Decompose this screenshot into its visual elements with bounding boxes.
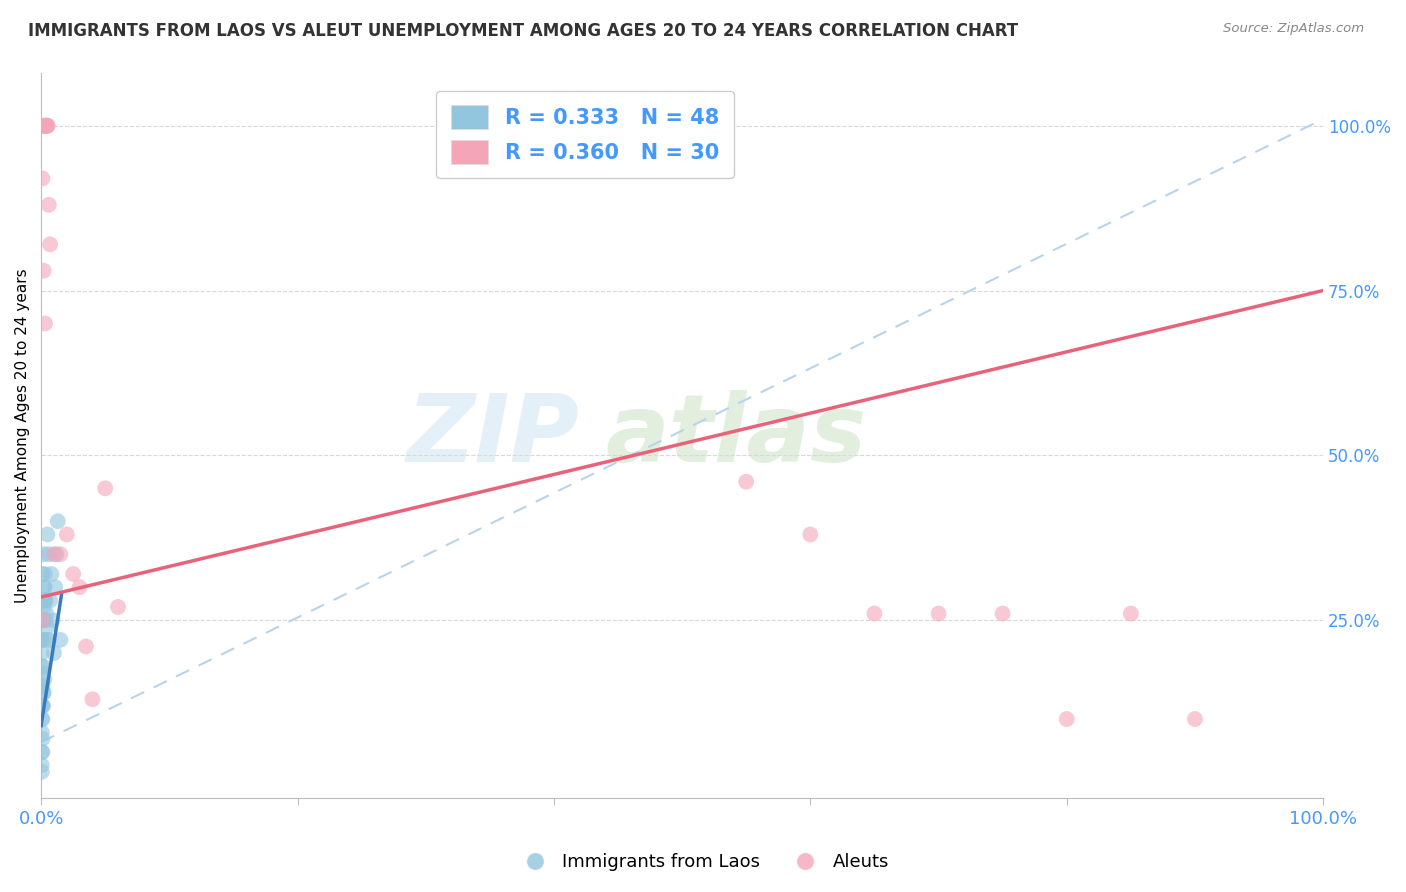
Point xyxy=(32,599,55,614)
Point xyxy=(34,593,56,607)
Point xyxy=(39,237,62,252)
Point xyxy=(32,686,55,700)
Point xyxy=(38,198,60,212)
Point xyxy=(31,712,53,726)
Point xyxy=(45,547,67,561)
Point xyxy=(35,632,58,647)
Point xyxy=(32,659,55,673)
Point xyxy=(31,659,53,673)
Point xyxy=(31,632,53,647)
Point xyxy=(991,607,1014,621)
Point xyxy=(34,566,56,581)
Legend: R = 0.333   N = 48, R = 0.360   N = 30: R = 0.333 N = 48, R = 0.360 N = 30 xyxy=(436,91,734,178)
Point xyxy=(31,745,53,759)
Point xyxy=(1184,712,1206,726)
Point xyxy=(31,758,53,772)
Point xyxy=(39,593,62,607)
Point xyxy=(37,527,59,541)
Point xyxy=(31,566,53,581)
Point xyxy=(31,679,53,693)
Point xyxy=(31,698,53,713)
Point xyxy=(928,607,950,621)
Point xyxy=(799,527,821,541)
Point xyxy=(49,632,72,647)
Point xyxy=(75,640,97,654)
Point xyxy=(44,580,66,594)
Point xyxy=(37,119,59,133)
Point xyxy=(62,566,84,581)
Point xyxy=(31,613,53,627)
Point xyxy=(31,725,53,739)
Point xyxy=(31,698,53,713)
Point xyxy=(37,620,59,634)
Point xyxy=(41,613,63,627)
Point xyxy=(31,613,53,627)
Point xyxy=(55,527,77,541)
Point xyxy=(32,613,55,627)
Point xyxy=(31,679,53,693)
Point xyxy=(735,475,758,489)
Point xyxy=(37,119,59,133)
Point xyxy=(32,264,55,278)
Y-axis label: Unemployment Among Ages 20 to 24 years: Unemployment Among Ages 20 to 24 years xyxy=(15,268,30,603)
Point xyxy=(863,607,886,621)
Point xyxy=(32,686,55,700)
Point xyxy=(31,764,53,779)
Point xyxy=(1119,607,1142,621)
Point xyxy=(82,692,104,706)
Point xyxy=(32,119,55,133)
Point xyxy=(34,119,56,133)
Point xyxy=(46,514,69,528)
Point xyxy=(31,731,53,746)
Point xyxy=(42,547,65,561)
Point xyxy=(49,547,72,561)
Point xyxy=(32,593,55,607)
Point xyxy=(34,593,56,607)
Point xyxy=(42,646,65,660)
Point xyxy=(35,119,58,133)
Point xyxy=(32,547,55,561)
Point xyxy=(38,632,60,647)
Text: Source: ZipAtlas.com: Source: ZipAtlas.com xyxy=(1223,22,1364,36)
Point xyxy=(31,632,53,647)
Point xyxy=(31,646,53,660)
Point xyxy=(38,547,60,561)
Point xyxy=(34,673,56,687)
Point xyxy=(31,712,53,726)
Point xyxy=(31,745,53,759)
Point xyxy=(32,698,55,713)
Point xyxy=(94,481,117,495)
Point xyxy=(34,580,56,594)
Text: atlas: atlas xyxy=(605,390,866,482)
Text: IMMIGRANTS FROM LAOS VS ALEUT UNEMPLOYMENT AMONG AGES 20 TO 24 YEARS CORRELATION: IMMIGRANTS FROM LAOS VS ALEUT UNEMPLOYME… xyxy=(28,22,1018,40)
Point xyxy=(35,607,58,621)
Point xyxy=(34,317,56,331)
Point xyxy=(1056,712,1078,726)
Point xyxy=(69,580,91,594)
Point xyxy=(31,665,53,680)
Text: ZIP: ZIP xyxy=(406,390,579,482)
Point xyxy=(34,613,56,627)
Point xyxy=(107,599,129,614)
Point xyxy=(34,580,56,594)
Point xyxy=(31,119,53,133)
Legend: Immigrants from Laos, Aleuts: Immigrants from Laos, Aleuts xyxy=(510,847,896,879)
Point xyxy=(35,119,58,133)
Point xyxy=(41,566,63,581)
Point xyxy=(31,171,53,186)
